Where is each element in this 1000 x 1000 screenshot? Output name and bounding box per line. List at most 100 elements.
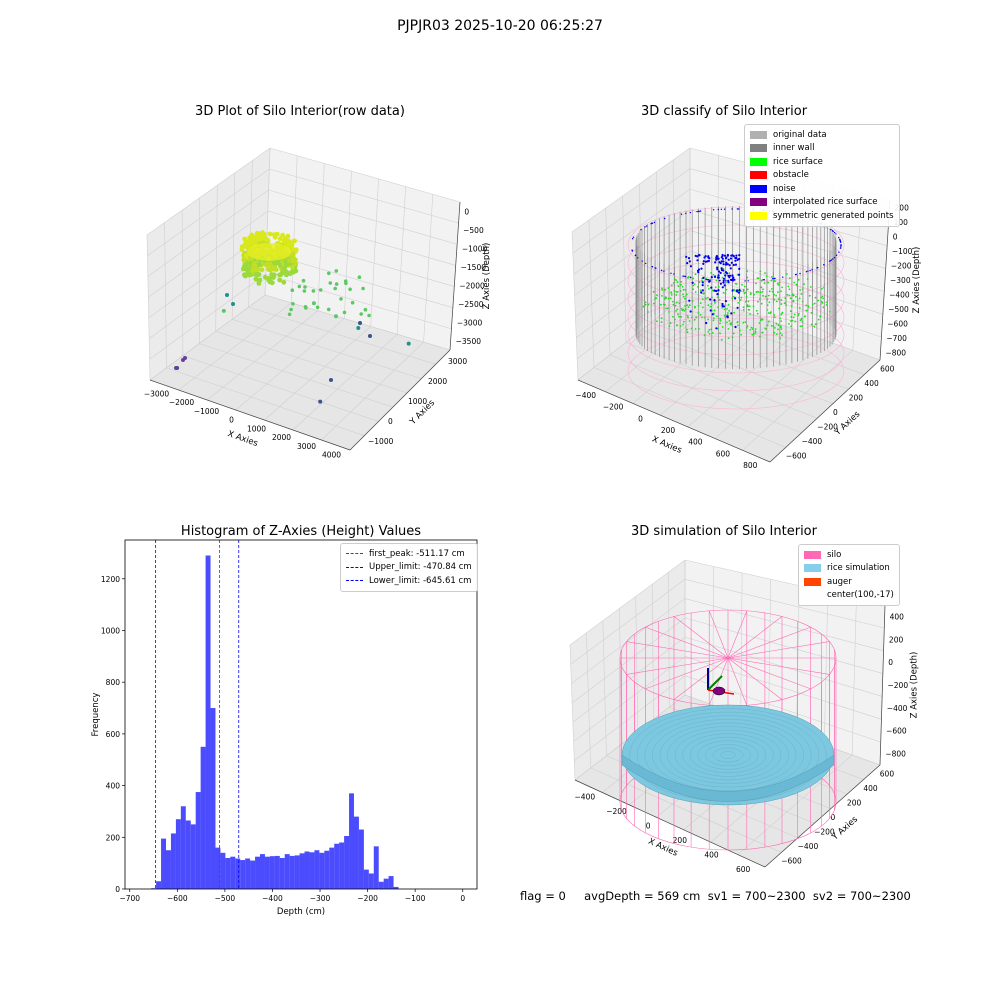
p2-gridline [625,342,818,419]
p1-x-tick-label: 4000 [322,451,341,460]
p2-noise-point [832,258,834,260]
p1-z-tick-label: −1000 [462,244,488,253]
p2-rice-point [742,306,745,309]
p2-noise-point [682,275,684,277]
p2-noise-point [772,278,774,280]
p1-x-tick-label: 0 [229,416,234,425]
p1-cluster-point [274,231,280,237]
p3-bar [156,881,162,889]
p2-rice-point [749,313,751,315]
p2-noise-point [645,225,648,227]
p2-noise-point [710,276,713,279]
p2-rice-point [820,296,822,299]
p2-rice-point [749,329,752,331]
p2-noise-point [721,304,724,307]
p2-rice-point [829,310,831,313]
p2-rice-point [708,329,711,331]
p3-legend-label: first_peak: -511.17 cm [369,548,465,559]
p2-rice-point [675,301,678,304]
p1-gridline [396,186,407,335]
p3-bar [314,850,320,889]
p2-rice-point [740,333,742,336]
p2-rice-point [773,331,776,334]
p2-rice-point [675,290,678,293]
panel1-3d-scatter: −3000−2000−100001000200030004000−1000010… [144,147,490,460]
p2-noise-point [838,236,840,239]
p2-rice-point [716,315,718,318]
p4-y-tick-label: −600 [781,857,802,866]
p2-noise-point [727,258,730,261]
p3-x-tick-label: −500 [215,894,236,903]
p1-grid [146,147,461,451]
p2-rice-point [721,276,724,279]
p2-rice-point [781,286,784,289]
p1-cluster-point [284,262,289,268]
p1-y-tick-label: 0 [388,417,393,426]
p2-rice-point [647,303,650,306]
p2-noise-point [833,231,836,234]
p4-gridline [590,767,782,853]
p2-noise-point [700,291,703,294]
p2-noise-point [733,278,736,281]
p3-bar [378,881,384,889]
p2-rice-point [660,317,663,320]
p2-legend-label: interpolated rice surface [773,197,878,208]
p2-rice-point [738,296,740,299]
p2-gridline [672,159,675,305]
p1-scatter-point [303,285,307,289]
p2-rice-point [717,327,719,330]
p2-legend-item: interpolated rice surface [750,196,894,210]
p2-rice-point [794,320,796,323]
p2-noise-point [709,298,712,301]
p2-noise-point [738,208,740,210]
p1-cluster-point [269,272,275,277]
p2-noise-point [722,279,725,282]
p2-noise-point [732,263,735,267]
p2-rice-point [777,298,780,300]
p3-x-tick-label: −600 [167,894,188,903]
p1-cluster-point [267,231,273,237]
p3-bar [344,836,350,889]
p2-noise-point [729,257,733,260]
p1-scatter-point [290,288,295,292]
p2-rice-point [760,279,763,282]
p1-cluster-point [253,271,259,277]
p1-z-tick-label: −3000 [457,318,483,327]
p2-noise-point [727,279,730,282]
p2-noise-point [701,281,704,284]
p2-rice-point [762,288,764,291]
p1-gridline [231,172,236,320]
p2-rice-point [680,284,682,286]
p2-noise-point [725,261,728,264]
p3-bar [195,792,201,889]
p1-z-axis-line [449,201,461,351]
p1-gridline [178,302,292,391]
p2-noise-point [709,309,712,312]
p2-noise-point [689,211,691,214]
p4-z-tick-label: −800 [885,750,906,759]
p4-axes [574,604,886,868]
p2-floor-pane [578,292,880,462]
p2-noise-point [718,261,721,264]
p2-noise-point [717,208,719,211]
p2-rice-point [751,328,754,330]
p2-rice-point [703,292,705,294]
p2-rice-point [784,297,787,299]
p2-noise-point [839,240,842,242]
p2-rice-point [788,294,791,297]
p3-legend-label: Upper_limit: -470.84 cm [369,562,472,573]
p2-noise-point [744,280,746,282]
p1-cluster-point [285,233,291,239]
p2-noise [631,208,842,330]
p2-noise-point [731,208,733,210]
p2-noise-point [707,256,710,259]
p2-noise-point [705,321,708,325]
p2-rice-point [748,305,751,307]
p2-wire-ring [627,314,845,392]
p2-rice-point [670,291,673,294]
p2-rice-point [780,320,782,322]
p2-rice-point [747,300,750,303]
p1-scatter-point [326,307,331,312]
p2-noise-point [715,255,718,258]
p2-rice-point [792,294,795,297]
